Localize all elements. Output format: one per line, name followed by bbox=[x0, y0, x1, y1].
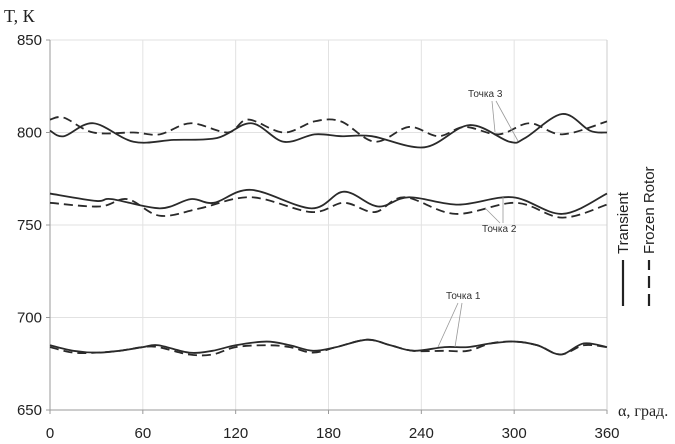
x-tick-label: 360 bbox=[594, 425, 619, 442]
leader-line bbox=[454, 302, 463, 348]
series-transient-3 bbox=[49, 113, 608, 149]
series-frozen-rotor-1 bbox=[49, 338, 608, 357]
series-transient-2 bbox=[49, 188, 608, 215]
legend-label-frozen-rotor: Frozen Rotor bbox=[641, 166, 658, 254]
annotation-label: Точка 2 bbox=[482, 224, 517, 235]
annotation-label: Точка 1 bbox=[446, 291, 481, 302]
annotation-label: Точка 3 bbox=[468, 89, 503, 100]
x-tick-label: 180 bbox=[316, 425, 341, 442]
y-tick-label: 650 bbox=[17, 402, 42, 419]
series-frozen-rotor-2 bbox=[49, 196, 608, 219]
leader-line bbox=[437, 302, 459, 348]
x-tick-label: 120 bbox=[223, 425, 248, 442]
x-tick-label: 300 bbox=[502, 425, 527, 442]
y-tick-label: 750 bbox=[17, 217, 42, 234]
y-tick-label: 700 bbox=[17, 310, 42, 327]
leader-line bbox=[495, 100, 519, 142]
series-frozen-rotor-3 bbox=[49, 116, 608, 143]
leader-line bbox=[491, 100, 496, 133]
annotation-point-2: Точка 2 bbox=[482, 197, 517, 235]
axes: 0 60 120 180 240 300 360 650 700 750 800 850 bbox=[17, 32, 620, 442]
leader-line bbox=[484, 207, 501, 224]
y-axis-label: T, К bbox=[4, 6, 36, 26]
legend-label-transient: Transient bbox=[615, 191, 632, 254]
legend: Transient Frozen Rotor bbox=[615, 166, 658, 306]
y-tick-label: 850 bbox=[17, 32, 42, 49]
x-tick-label: 0 bbox=[46, 425, 54, 442]
series-group bbox=[49, 113, 608, 357]
y-tick-label: 800 bbox=[17, 125, 42, 142]
x-tick-label: 60 bbox=[134, 425, 151, 442]
annotation-point-1: Точка 1 bbox=[437, 291, 481, 348]
x-tick-label: 240 bbox=[409, 425, 434, 442]
x-axis-label: α, град. bbox=[618, 403, 668, 420]
grid bbox=[50, 39, 608, 410]
annotation-point-3: Точка 3 bbox=[468, 89, 519, 142]
